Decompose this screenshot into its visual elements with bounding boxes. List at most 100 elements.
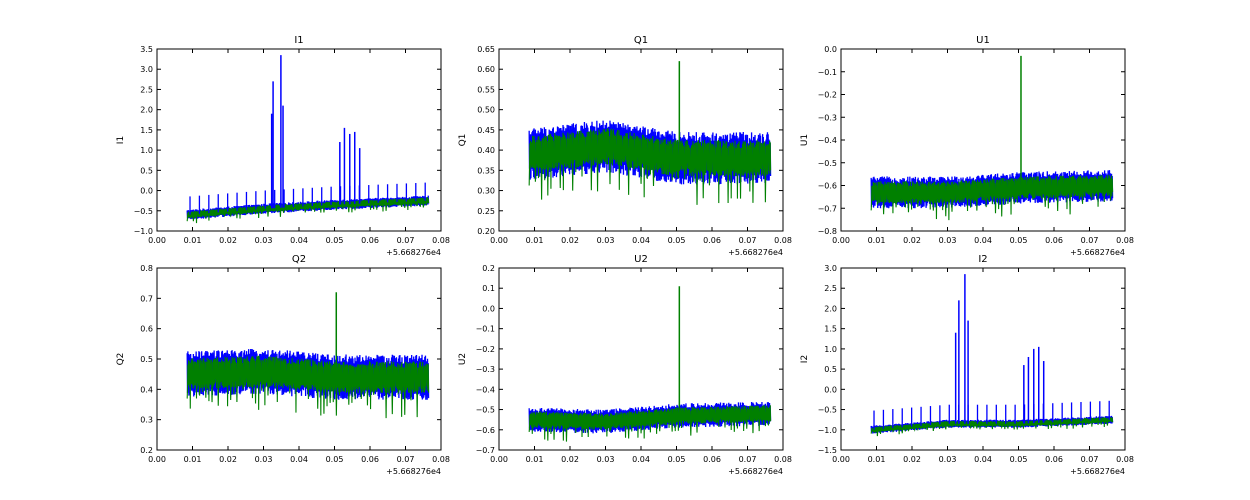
y-tick-label: −0.5 [476,406,495,415]
y-tick-label: −0.6 [476,426,495,435]
x-tick-label: 0.00 [490,455,508,464]
x-tick-label: 0.04 [632,455,650,464]
x-tick-label: 0.08 [774,236,792,245]
subplot-title: Q1 [634,35,648,46]
x-tick-label: 0.08 [1116,455,1134,464]
x-tick-label: 0.01 [184,236,202,245]
subplot-u2: 0.00 0.01 0.02 0.03 0.04 0.05 0.06 0.07 0.08 −0.7… [458,254,792,476]
y-tick-label: 3.0 [140,65,153,74]
x-tick-label: 0.06 [361,236,379,245]
y-tick-label: 0.7 [140,294,153,303]
plot-area [870,55,1114,221]
x-tick-label: 0.02 [219,455,237,464]
x-tick-label: 0.07 [739,455,757,464]
y-tick-label: 0.35 [477,166,495,175]
x-tick-label: 0.05 [668,236,686,245]
x-tick-label: 0.05 [668,455,686,464]
y-tick-label: 0.2 [482,264,495,273]
y-tick-label: 1.0 [824,345,837,354]
x-tick-label: 0.06 [361,455,379,464]
x-tick-label: 0.06 [1045,455,1063,464]
x-tick-label: 0.06 [1045,236,1063,245]
x-tick-label: 0.03 [939,236,957,245]
y-tick-label: 0.4 [140,385,153,394]
y-tick-label: 0.5 [140,355,153,364]
y-tick-label: −0.4 [476,385,495,394]
y-tick-label: −0.2 [818,91,837,100]
y-tick-label: −0.3 [818,113,837,122]
x-tick-label: 0.01 [526,236,544,245]
x-tick-label: 0.02 [219,236,237,245]
y-tick-label: 2.5 [140,85,153,94]
x-offset-label: +5.668276e4 [386,467,441,476]
y-tick-label: −0.5 [818,159,837,168]
x-offset-label: +5.668276e4 [1070,467,1125,476]
plot-area [186,292,430,419]
y-tick-label: −1.5 [818,446,837,455]
x-tick-label: 0.08 [774,455,792,464]
y-axis-label: I1 [116,136,126,144]
y-tick-label: −0.5 [818,406,837,415]
y-tick-label: −0.7 [476,446,495,455]
y-tick-label: 0.2 [140,446,153,455]
y-tick-label: −0.2 [476,345,495,354]
plot-area [528,61,772,205]
y-tick-label: 2.0 [824,304,837,313]
subplot-u1: 0.00 0.01 0.02 0.03 0.04 0.05 0.06 0.07 0.08 −0.8… [800,35,1134,257]
x-offset-label: +5.668276e4 [728,467,783,476]
x-tick-label: 0.00 [832,455,850,464]
plot-area [186,55,430,224]
x-tick-label: 0.00 [832,236,850,245]
subplot-i1: 0.00 0.01 0.02 0.03 0.04 0.05 0.06 0.07 0.08 −1.0… [116,35,450,257]
x-tick-label: 0.02 [903,236,921,245]
x-tick-label: 0.00 [148,236,166,245]
y-tick-label: 3.5 [140,45,153,54]
series-line-green [528,128,772,205]
x-tick-label: 0.07 [1081,455,1099,464]
x-tick-label: 0.03 [939,455,957,464]
y-tick-label: 2.5 [824,284,837,293]
y-tick-label: 2.0 [140,106,153,115]
y-tick-label: −0.1 [818,68,837,77]
subplot-i2: 0.00 0.01 0.02 0.03 0.04 0.05 0.06 0.07 0.08 −1.5… [800,254,1134,476]
x-tick-label: 0.00 [148,455,166,464]
x-tick-label: 0.08 [432,236,450,245]
subplot-title: U1 [976,35,990,46]
x-tick-label: 0.07 [739,236,757,245]
x-tick-label: 0.05 [1010,236,1028,245]
y-tick-label: −0.6 [818,182,837,191]
y-tick-label: −0.1 [476,325,495,334]
subplot-title: U2 [634,254,648,265]
plot-area [870,274,1114,437]
x-tick-label: 0.04 [290,236,308,245]
x-tick-label: 0.02 [561,236,579,245]
y-tick-label: 0.5 [824,365,837,374]
y-tick-label: 0.50 [477,106,495,115]
x-tick-label: 0.07 [1081,236,1099,245]
x-tick-label: 0.08 [432,455,450,464]
x-tick-label: 0.08 [1116,236,1134,245]
y-tick-label: −0.7 [818,204,837,213]
plot-area [528,286,772,442]
x-tick-label: 0.02 [903,455,921,464]
y-tick-label: 0.20 [477,227,495,236]
x-tick-label: 0.07 [397,455,415,464]
y-tick-label: −0.4 [818,136,837,145]
x-tick-label: 0.05 [1010,455,1028,464]
y-tick-label: 0.0 [140,187,153,196]
x-offset-label: +5.668276e4 [1070,248,1125,257]
y-tick-label: −1.0 [818,426,837,435]
x-offset-label: +5.668276e4 [728,248,783,257]
x-tick-label: 0.06 [703,455,721,464]
y-axis-label: U2 [458,353,468,365]
x-tick-label: 0.03 [255,236,273,245]
y-tick-label: 0.40 [477,146,495,155]
y-tick-label: 0.55 [477,85,495,94]
y-tick-label: 0.25 [477,207,495,216]
y-tick-label: 0.8 [140,264,153,273]
y-tick-label: 1.0 [140,146,153,155]
y-axis-label: U1 [800,134,810,146]
x-tick-label: 0.06 [703,236,721,245]
x-tick-label: 0.01 [184,455,202,464]
